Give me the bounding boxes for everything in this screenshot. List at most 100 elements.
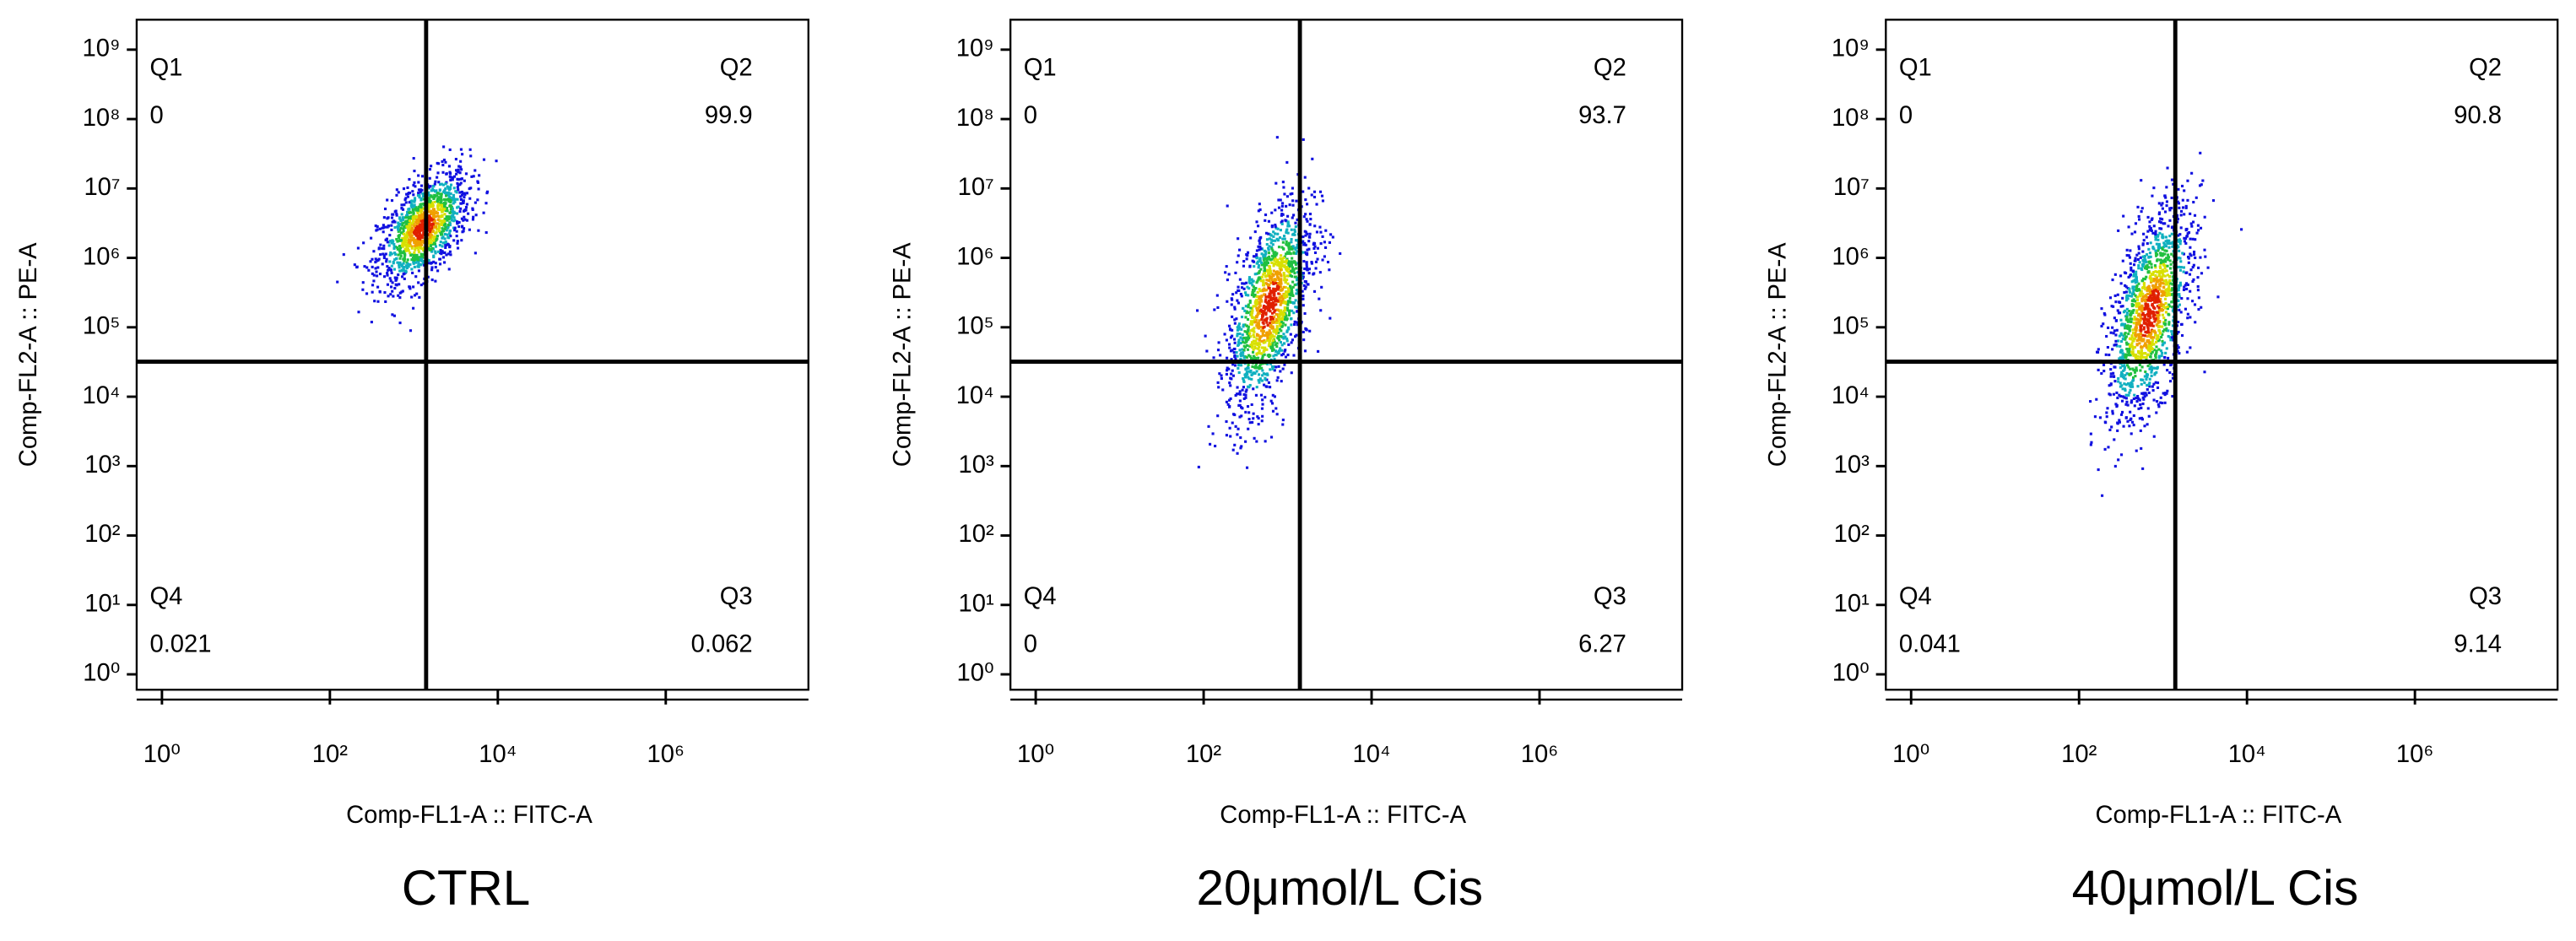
event-dot xyxy=(1294,247,1297,251)
event-dot xyxy=(2157,202,2161,205)
event-dot xyxy=(1287,327,1291,331)
event-dot xyxy=(2146,326,2150,329)
event-dot xyxy=(428,233,431,236)
event-dot xyxy=(2167,224,2170,228)
event-dot xyxy=(2149,311,2152,315)
event-dot xyxy=(1247,338,1250,341)
event-dot xyxy=(418,214,421,218)
event-dot xyxy=(395,276,398,279)
event-dot xyxy=(1245,311,1248,315)
event-dot xyxy=(1238,349,1242,352)
event-dot xyxy=(1248,332,1252,335)
event-dot xyxy=(379,253,382,257)
event-dot xyxy=(2137,322,2140,326)
event-dot xyxy=(1258,310,1263,313)
event-dot xyxy=(2180,322,2184,326)
event-dot xyxy=(2154,354,2157,358)
event-dot xyxy=(1257,307,1260,311)
event-dot xyxy=(2140,418,2145,421)
event-dot xyxy=(2134,375,2137,378)
event-dot xyxy=(411,256,414,260)
event-dot xyxy=(1225,434,1228,437)
event-dot xyxy=(1278,322,1281,325)
event-dot xyxy=(2119,413,2124,416)
event-dot xyxy=(1319,242,1323,246)
event-dot xyxy=(1292,251,1296,255)
event-dot xyxy=(2111,326,2114,329)
event-dot xyxy=(2185,271,2189,274)
event-dot xyxy=(1296,243,1299,246)
event-dot xyxy=(2148,348,2151,351)
event-dot xyxy=(1239,436,1242,440)
event-dot xyxy=(372,273,376,277)
event-dot xyxy=(2129,314,2132,317)
event-dot xyxy=(2119,344,2122,348)
event-dot xyxy=(398,269,402,273)
event-dot xyxy=(1261,346,1264,349)
event-dot xyxy=(2168,235,2172,238)
event-dot xyxy=(2146,320,2149,323)
panel-title: 20μmol/L Cis xyxy=(1196,861,1483,916)
event-dot xyxy=(2167,253,2170,257)
event-dot xyxy=(1250,281,1253,285)
event-dot xyxy=(2131,379,2135,382)
event-dot xyxy=(1220,374,1223,377)
event-dot xyxy=(463,179,466,182)
event-dot xyxy=(445,229,448,232)
event-dot xyxy=(441,245,444,248)
event-dot xyxy=(1313,245,1317,248)
event-dot xyxy=(417,217,420,220)
event-dot xyxy=(1244,393,1247,397)
event-dot xyxy=(2157,324,2161,327)
event-dot xyxy=(2147,318,2151,322)
event-dot xyxy=(420,247,424,251)
event-dot xyxy=(2152,382,2156,386)
event-dot xyxy=(476,181,480,184)
event-dot xyxy=(2122,358,2125,361)
event-dot xyxy=(1242,344,1246,348)
event-dot xyxy=(2180,297,2184,300)
event-dot xyxy=(1233,338,1237,341)
event-dot xyxy=(419,237,422,241)
event-dot xyxy=(2102,370,2106,373)
event-dot xyxy=(428,230,432,234)
event-dot xyxy=(410,234,414,237)
event-dot xyxy=(2144,265,2147,268)
event-dot xyxy=(448,232,452,235)
event-dot xyxy=(1283,363,1286,366)
event-dot xyxy=(1285,257,1289,261)
event-dot xyxy=(1217,341,1220,344)
event-dot xyxy=(1269,343,1273,346)
event-dot xyxy=(1280,329,1283,333)
event-dot xyxy=(2192,278,2195,281)
event-dot xyxy=(1258,336,1262,339)
event-dot xyxy=(1245,356,1248,360)
event-dot xyxy=(2102,363,2106,366)
event-dot xyxy=(2157,220,2162,224)
event-dot xyxy=(414,208,417,211)
event-dot xyxy=(1196,309,1199,312)
quadrant-value: 0 xyxy=(1899,102,1913,129)
event-dot xyxy=(2211,199,2216,203)
event-dot xyxy=(2164,351,2167,354)
event-dot xyxy=(463,196,466,199)
event-dot xyxy=(2138,342,2141,345)
event-dot xyxy=(386,225,389,229)
event-dot xyxy=(1267,232,1270,235)
event-dot xyxy=(1271,249,1274,252)
event-dot xyxy=(2114,403,2118,406)
event-dot xyxy=(438,243,441,247)
event-dot xyxy=(2178,206,2181,209)
event-dot xyxy=(2159,261,2162,264)
event-dot xyxy=(2157,246,2160,249)
event-dot xyxy=(1258,373,1261,376)
event-dot xyxy=(1274,332,1278,335)
event-dot xyxy=(1302,297,1305,300)
event-dot xyxy=(2148,332,2151,335)
quadrant-value: 0 xyxy=(149,102,163,129)
event-dot xyxy=(2161,246,2164,250)
event-dot xyxy=(1318,225,1322,229)
event-dot xyxy=(2164,279,2168,282)
event-dot xyxy=(1232,351,1236,354)
event-dot xyxy=(1331,235,1334,239)
